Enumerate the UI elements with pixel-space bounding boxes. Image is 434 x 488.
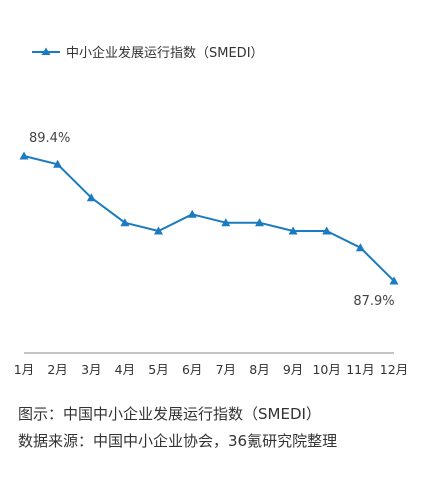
x-tick-label: 8月 [249,362,269,377]
data-label: 89.4% [29,131,70,146]
x-tick-label: 10月 [312,362,340,377]
x-tick-label: 1月 [14,362,34,377]
legend-triangle-icon [41,47,51,55]
x-tick-labels: 1月 2月 3月 4月 5月 6月 7月 8月 9月 10月 11月 12月 [14,362,408,377]
series-line [23,155,395,282]
x-tick-label: 6月 [182,362,202,377]
data-point [120,218,130,227]
legend-series-label: 中小企业发展运行指数（SMEDI） [66,45,264,61]
data-point [322,226,332,235]
data-point [221,218,231,227]
x-tick-label: 5月 [148,362,168,377]
series-group [19,151,399,285]
data-labels: 89.4% 87.9% [29,131,395,309]
x-tick-label: 2月 [47,362,67,377]
data-point [389,276,399,285]
data-point [19,151,29,160]
data-point [86,193,96,202]
legend: 中小企业发展运行指数（SMEDI） [32,45,264,61]
data-point [288,226,298,235]
data-point [355,243,365,252]
x-tick-label: 9月 [283,362,303,377]
line-chart: 中小企业发展运行指数（SMEDI） 1月 2月 3月 4月 5月 6月 7月 8月 9月 10月 1… [14,45,408,377]
data-point [53,159,63,168]
source-caption: 数据来源：中国中小企业协会，36氪研究院整理 [18,432,338,450]
x-tick-label: 7月 [216,362,236,377]
x-tick-label: 3月 [81,362,101,377]
figure-caption: 图示：中国中小企业发展运行指数（SMEDI） [18,405,321,423]
data-point [187,209,197,218]
data-label: 87.9% [353,294,394,309]
x-tick-label: 12月 [380,362,408,377]
data-point [255,218,264,227]
x-tick-label: 4月 [115,362,135,377]
x-tick-label: 11月 [346,362,374,377]
data-point [154,226,163,235]
